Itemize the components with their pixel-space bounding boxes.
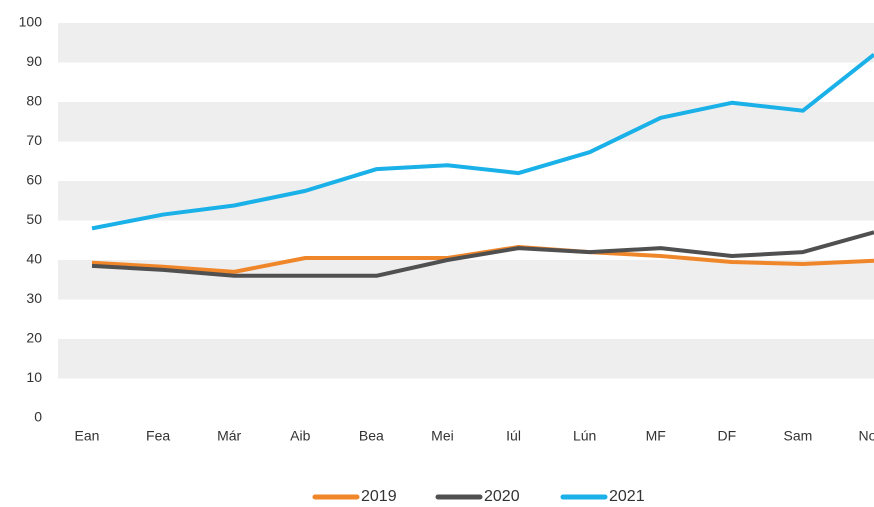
legend-label: 2021 [609, 488, 645, 505]
legend-label: 2020 [484, 488, 520, 505]
x-tick-label: Már [217, 428, 241, 444]
series-line [91, 230, 874, 278]
y-tick-label: 10 [26, 369, 42, 385]
y-tick-label: 20 [26, 330, 42, 346]
x-tick-label: Mei [431, 428, 454, 444]
x-tick-label: Fea [146, 428, 170, 444]
x-tick-label: MF [646, 428, 666, 444]
y-tick-label: 80 [26, 93, 42, 109]
y-tick-label: 70 [26, 132, 42, 148]
grid-band [58, 181, 874, 221]
y-tick-label: 90 [26, 53, 42, 69]
grid-band [58, 339, 874, 379]
y-tick-label: 30 [26, 290, 42, 306]
x-tick-label: Ean [75, 428, 100, 444]
series-line [91, 53, 874, 231]
x-tick-label: Sam [784, 428, 813, 444]
x-tick-label: Lún [573, 428, 596, 444]
y-tick-label: 0 [34, 409, 42, 425]
legend-label: 2019 [361, 488, 397, 505]
x-tick-label: Iúl [506, 428, 521, 444]
x-tick-label: Aib [290, 428, 310, 444]
grid-band [58, 102, 874, 142]
y-tick-label: 60 [26, 172, 42, 188]
x-tick-label: DF [717, 428, 736, 444]
y-tick-label: 100 [19, 14, 43, 30]
x-tick-label: Bea [359, 428, 384, 444]
y-tick-label: 50 [26, 211, 42, 227]
y-tick-label: 40 [26, 251, 42, 267]
grid-band [58, 260, 874, 300]
x-tick-label: Nol [858, 428, 874, 444]
grid-band [58, 23, 874, 63]
